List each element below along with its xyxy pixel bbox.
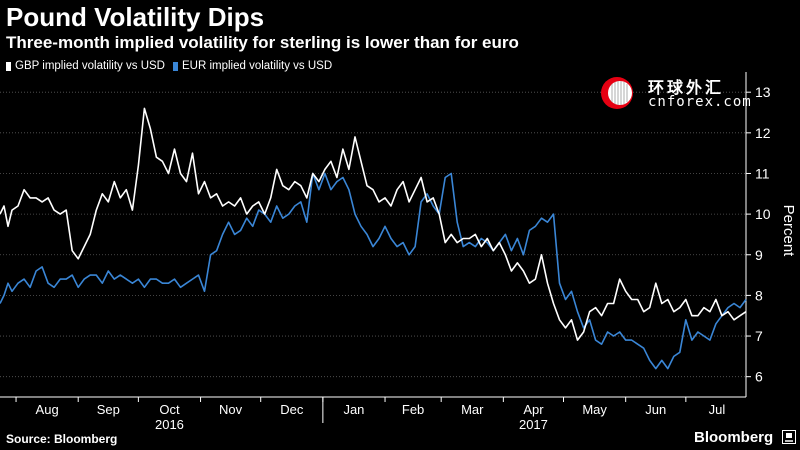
watermark-chinese-text: 环球外汇 <box>648 78 725 97</box>
legend-label-eur: EUR implied volatility vs USD <box>181 60 333 72</box>
legend-swatch-eur <box>172 61 178 71</box>
eur-series-line <box>0 172 747 370</box>
x-tick-label: Nov <box>219 402 243 417</box>
chart-title: Pound Volatility Dips <box>6 2 265 32</box>
x-year-label: 2017 <box>519 417 548 432</box>
legend-label-gbp: GBP implied volatility vs USD <box>15 60 165 72</box>
bloomberg-terminal-icon <box>782 430 796 444</box>
cnforex-watermark: 环球外汇 cnforex.com <box>598 74 751 112</box>
watermark-url-text: cnforex.com <box>648 94 752 110</box>
x-tick-label: Feb <box>402 402 424 417</box>
gbp-series-line <box>0 107 747 341</box>
x-tick-label: Dec <box>280 402 304 417</box>
x-tick-label: Jul <box>709 402 726 417</box>
legend-swatch-gbp <box>6 61 11 71</box>
bloomberg-brand: Bloomberg <box>694 429 774 446</box>
x-tick-label: Mar <box>461 402 484 417</box>
chart-subtitle: Three-month implied volatility for sterl… <box>6 33 519 52</box>
x-year-label: 2016 <box>155 417 184 432</box>
x-tick-label: Aug <box>36 402 59 417</box>
y-tick-label: 12 <box>755 125 771 141</box>
y-tick-label: 9 <box>755 247 763 263</box>
y-tick-label: 10 <box>755 206 771 222</box>
legend: GBP implied volatility vs USD EUR implie… <box>6 60 340 72</box>
y-tick-label: 13 <box>755 84 771 100</box>
source-note: Source: Bloomberg <box>6 432 118 446</box>
legend-item-gbp: GBP implied volatility vs USD <box>6 60 165 72</box>
legend-item-eur: EUR implied volatility vs USD <box>172 60 333 72</box>
y-tick-label: 6 <box>755 369 763 385</box>
x-tick-label: Jun <box>645 402 666 417</box>
y-tick-label: 8 <box>755 287 763 303</box>
x-tick-label: Jan <box>343 402 364 417</box>
cnforex-logo-icon <box>601 77 633 109</box>
y-tick-label: 11 <box>755 165 770 181</box>
y-axis-title: Percent <box>780 205 797 258</box>
y-tick-label: 7 <box>755 328 763 344</box>
x-tick-label: May <box>582 402 607 417</box>
x-tick-label: Oct <box>159 402 180 417</box>
x-tick-label: Sep <box>97 402 120 417</box>
x-tick-label: Apr <box>523 402 544 417</box>
